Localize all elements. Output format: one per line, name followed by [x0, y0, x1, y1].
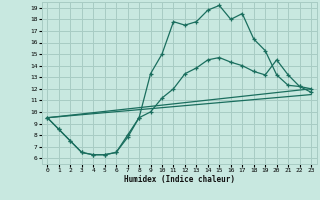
- X-axis label: Humidex (Indice chaleur): Humidex (Indice chaleur): [124, 175, 235, 184]
